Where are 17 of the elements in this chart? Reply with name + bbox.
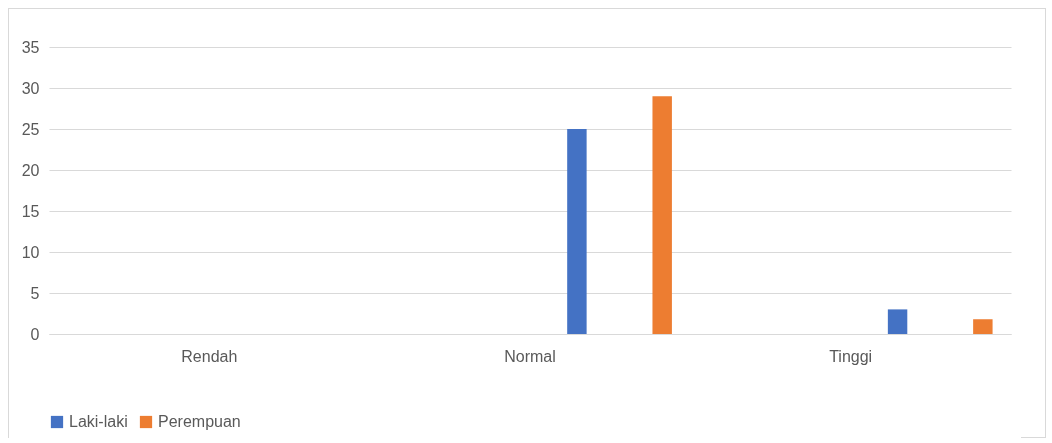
bar [652,96,672,334]
y-tick-label: 5 [30,284,40,302]
legend-label: Laki-laki [69,413,128,430]
bar [567,129,587,334]
bar [973,319,993,334]
y-tick-label: 15 [21,202,40,220]
y-tick-label: 30 [21,79,40,97]
y-tick-label: 25 [21,120,40,138]
x-tick-label: Tinggi [829,347,873,365]
x-tick-label: Rendah [181,347,238,365]
y-tick-label: 20 [21,161,40,179]
y-tick-label: 10 [21,243,40,261]
x-tick-label: Normal [504,347,556,365]
y-tick-label: 0 [30,325,40,343]
y-tick-label: 35 [21,38,40,56]
bar [887,309,908,334]
legend-label: Perempuan [158,413,241,430]
